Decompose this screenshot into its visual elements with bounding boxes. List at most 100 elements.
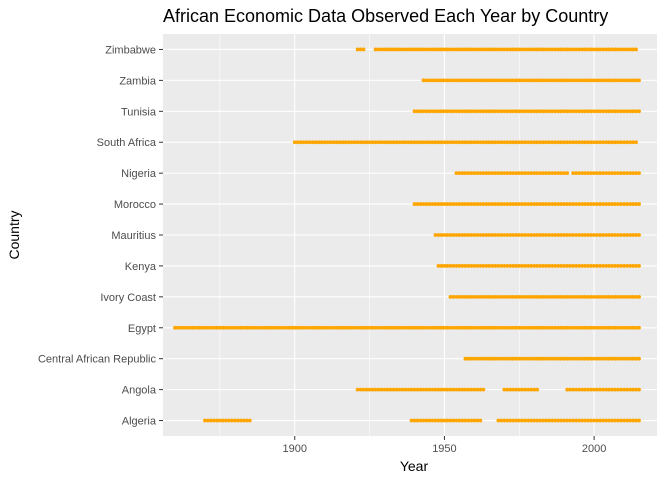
data-point (439, 264, 444, 268)
data-point (616, 109, 620, 114)
data-point (583, 171, 588, 176)
data-point (619, 233, 623, 237)
data-point (478, 140, 483, 145)
data-point (400, 325, 405, 330)
data-point (535, 387, 540, 392)
data-point (173, 325, 177, 330)
data-point (388, 140, 393, 145)
data-point (607, 356, 611, 361)
data-point (229, 418, 234, 423)
data-point (427, 109, 432, 114)
data-point (622, 47, 626, 52)
data-point (382, 325, 387, 330)
data-point (559, 109, 564, 114)
data-point (616, 171, 620, 176)
data-point (634, 264, 638, 268)
data-point (475, 78, 480, 83)
data-point (436, 78, 441, 83)
data-point (475, 233, 480, 237)
data-point (499, 356, 504, 361)
data-point (517, 418, 522, 423)
data-point (388, 387, 393, 392)
data-point (526, 387, 531, 392)
data-point (628, 294, 632, 299)
data-point (505, 233, 510, 237)
data-point (514, 233, 519, 237)
data-point (200, 325, 204, 330)
data-point (556, 356, 561, 361)
data-point (436, 109, 441, 114)
data-point (454, 387, 459, 392)
data-point (406, 47, 411, 52)
data-point (637, 264, 641, 268)
data-point (400, 387, 405, 392)
data-point (415, 325, 420, 330)
data-point (499, 233, 504, 237)
data-point (487, 140, 492, 145)
data-point (529, 78, 534, 83)
data-point (607, 109, 611, 114)
data-point (523, 109, 528, 114)
data-point (526, 140, 531, 145)
data-point (433, 47, 438, 52)
data-point (397, 47, 402, 52)
data-point (544, 47, 549, 52)
data-point (295, 325, 300, 330)
data-point (580, 264, 585, 268)
data-point (559, 233, 564, 237)
y-axis: Algeria Angola Central African Republic Egy… (38, 44, 163, 428)
data-point (613, 418, 617, 423)
data-point (538, 356, 543, 361)
data-point (613, 325, 617, 330)
data-point (544, 109, 549, 114)
data-point (523, 294, 528, 299)
data-point (334, 140, 339, 145)
data-point (418, 109, 423, 114)
data-point (394, 140, 399, 145)
data-point (484, 78, 489, 83)
data-point (538, 140, 543, 145)
data-point (212, 325, 216, 330)
data-point (367, 140, 372, 145)
data-point (538, 47, 543, 52)
data-point (511, 233, 516, 237)
data-point (241, 418, 246, 423)
data-point (319, 140, 324, 145)
y-tick-label: Angola (122, 385, 157, 397)
data-point (574, 294, 579, 299)
data-point (574, 202, 579, 206)
data-point (631, 387, 635, 392)
data-point (619, 325, 623, 330)
data-point (583, 109, 588, 114)
data-point (580, 418, 585, 423)
data-point (472, 109, 477, 114)
data-point (397, 325, 402, 330)
data-point (574, 418, 579, 423)
data-point (421, 387, 426, 392)
data-point (598, 140, 603, 145)
data-point (313, 325, 318, 330)
data-point (460, 202, 465, 206)
data-point (385, 47, 390, 52)
data-point (598, 78, 603, 83)
data-point (463, 325, 468, 330)
data-point (203, 418, 207, 423)
data-point (637, 294, 641, 299)
data-point (631, 47, 635, 52)
data-point (580, 109, 585, 114)
data-point (466, 47, 471, 52)
data-point (430, 418, 435, 423)
data-point (487, 264, 492, 268)
data-point (448, 294, 453, 299)
data-point (421, 418, 426, 423)
data-point (400, 140, 405, 145)
data-point (478, 325, 483, 330)
data-point (481, 387, 486, 392)
data-point (610, 294, 614, 299)
data-point (523, 233, 528, 237)
data-point (421, 325, 426, 330)
data-point (613, 356, 617, 361)
data-point (586, 418, 591, 423)
data-point (505, 387, 510, 392)
data-point (412, 325, 417, 330)
